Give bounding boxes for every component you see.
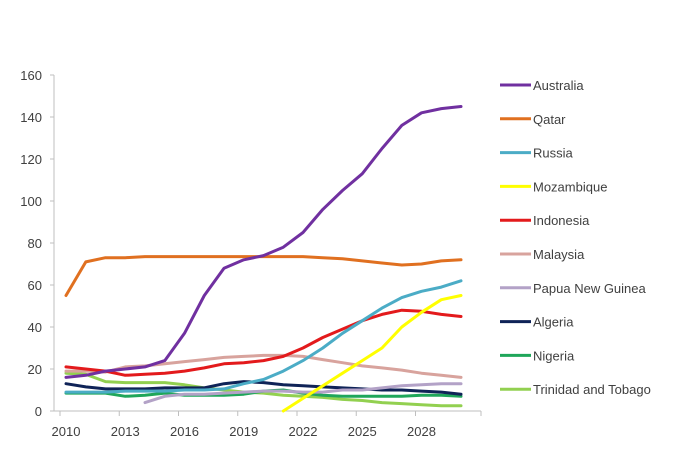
series-line-papua-new-guinea [143, 382, 463, 405]
legend-label: Indonesia [533, 213, 590, 228]
y-tick-label: 20 [28, 362, 42, 377]
legend-item-qatar: Qatar [500, 112, 566, 127]
y-tick-label: 120 [20, 152, 42, 167]
series-line-indonesia [64, 308, 463, 377]
series-line-australia [64, 105, 463, 379]
y-tick-label: 0 [35, 404, 42, 419]
series-line-mozambique [281, 294, 463, 413]
x-tick-label: 2019 [229, 424, 258, 439]
series-line-russia [64, 279, 463, 394]
legend-label: Russia [533, 146, 574, 161]
legend: Australia Qatar Russia Mozambique Indonesia M… [500, 78, 651, 397]
y-tick-label: 100 [20, 194, 42, 209]
legend-label: Mozambique [533, 179, 607, 194]
legend-item-australia: Australia [500, 78, 584, 93]
legend-item-malaysia: Malaysia [500, 247, 585, 262]
legend-item-mozambique: Mozambique [500, 179, 607, 194]
legend-item-russia: Russia [500, 146, 574, 161]
y-ticks: 0 20 40 60 80 100 120 140 160 [20, 68, 54, 419]
x-tick-label: 2028 [407, 424, 436, 439]
legend-label: Qatar [533, 112, 566, 127]
legend-item-nigeria: Nigeria [500, 348, 575, 363]
series-line-algeria [64, 380, 463, 396]
legend-label: Trinidad and Tobago [533, 382, 651, 397]
y-tick-label: 140 [20, 110, 42, 125]
x-tick-label: 2016 [170, 424, 199, 439]
x-tick-label: 2022 [289, 424, 318, 439]
x-ticks: 2010 2013 2016 2019 2022 2025 2028 [52, 411, 482, 439]
legend-item-indonesia: Indonesia [500, 213, 590, 228]
legend-label: Nigeria [533, 348, 575, 363]
legend-label: Australia [533, 78, 584, 93]
legend-label: Algeria [533, 315, 574, 330]
legend-item-trinidad-and-tobago: Trinidad and Tobago [500, 382, 651, 397]
legend-item-algeria: Algeria [500, 315, 574, 330]
series-line-trinidad-and-tobago [64, 371, 463, 408]
y-tick-label: 60 [28, 278, 42, 293]
legend-item-papua-new-guinea: Papua New Guinea [500, 281, 647, 296]
series-line-malaysia [64, 353, 463, 379]
series-line-qatar [64, 255, 463, 297]
y-tick-label: 40 [28, 320, 42, 335]
series-lines [64, 105, 463, 413]
x-tick-label: 2025 [348, 424, 377, 439]
x-tick-label: 2013 [111, 424, 140, 439]
y-tick-label: 160 [20, 68, 42, 83]
y-tick-label: 80 [28, 236, 42, 251]
legend-label: Malaysia [533, 247, 585, 262]
x-tick-label: 2010 [52, 424, 81, 439]
legend-label: Papua New Guinea [533, 281, 647, 296]
